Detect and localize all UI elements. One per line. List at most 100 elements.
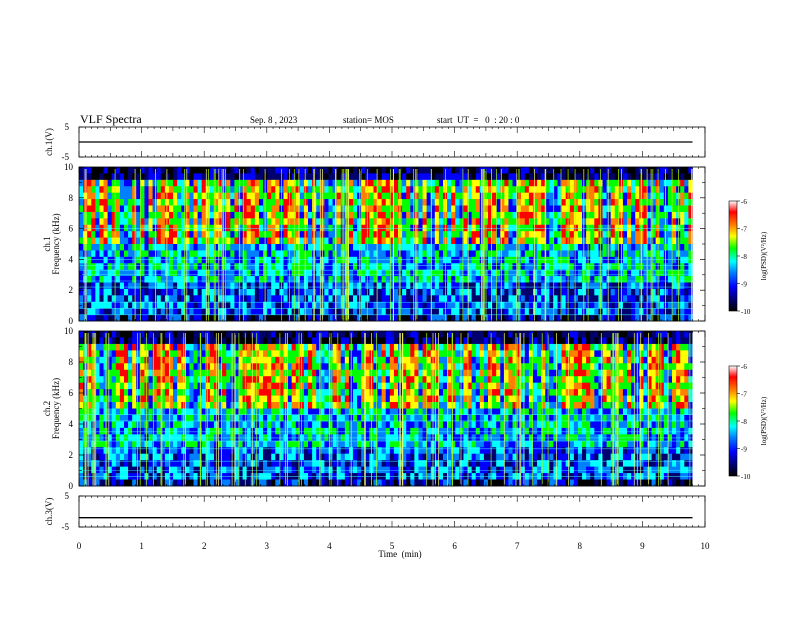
spectrogram-cell	[267, 308, 271, 315]
spectrogram-cell	[472, 167, 476, 174]
spectrogram-cell	[304, 231, 308, 238]
spectrogram-cell	[504, 263, 508, 270]
spectrogram-cell	[378, 218, 382, 225]
spectrogram-cell	[99, 396, 103, 403]
spectrogram-cell	[504, 257, 508, 264]
spectrogram-cell	[108, 186, 112, 193]
spectrogram-cell	[99, 308, 103, 315]
spectrogram-cell	[292, 263, 296, 270]
spectrogram-cell	[382, 276, 386, 283]
spectrogram-cell	[79, 199, 83, 206]
spectrogram-cell	[562, 276, 566, 283]
spectrogram-cell	[132, 270, 136, 277]
spectrogram-cell	[447, 263, 451, 270]
spectrogram-cell	[226, 263, 230, 270]
spectrogram-cell	[427, 212, 431, 219]
spectrogram-cell	[173, 238, 177, 245]
spectrogram-cell	[99, 206, 103, 213]
spectrogram-cell	[194, 383, 198, 390]
spectrogram-cell	[173, 376, 177, 383]
spectrogram-cell	[668, 295, 672, 302]
spectrogram-cell	[104, 244, 108, 251]
spectrogram-cell	[169, 173, 173, 180]
spectrogram-cell	[582, 289, 586, 296]
spectrogram-cell	[144, 231, 148, 238]
spectrogram-cell	[402, 238, 406, 245]
spectrogram-cell	[418, 167, 422, 174]
spectrogram-cell	[153, 238, 157, 245]
spectrogram-cell	[128, 447, 132, 454]
spectrogram-cell	[222, 193, 226, 200]
spectrogram-cell	[202, 344, 206, 351]
spectrogram-cell	[95, 193, 99, 200]
spectrogram-cell	[472, 218, 476, 225]
spectrogram-cell	[378, 250, 382, 257]
spectrogram-cell	[427, 167, 431, 174]
spectrogram-cell	[194, 186, 198, 193]
spectrogram-cell	[549, 238, 553, 245]
spectrogram-cell	[463, 270, 467, 277]
spectrogram-cell	[631, 186, 635, 193]
spectrogram-cell	[79, 402, 83, 409]
spectrogram-cell	[271, 315, 275, 322]
spectrogram-cell	[603, 199, 607, 206]
spectrogram-cell	[300, 199, 304, 206]
spectrogram-cell	[153, 263, 157, 270]
spectrogram-cell	[451, 199, 455, 206]
spectrogram-cell	[108, 263, 112, 270]
spectrogram-cell	[79, 383, 83, 390]
spectrogram-cell	[153, 186, 157, 193]
spectrogram-cell	[124, 218, 128, 225]
spectrogram-cell	[603, 186, 607, 193]
spectrogram-cell	[619, 225, 623, 232]
spectrogram-cell	[271, 225, 275, 232]
spectrogram-cell	[234, 315, 238, 322]
spectrogram-cell	[198, 173, 202, 180]
spectrogram-cell	[337, 199, 341, 206]
spectrogram-cell	[570, 295, 574, 302]
spectrogram-cell	[99, 447, 103, 454]
spectrogram-cell	[394, 295, 398, 302]
spectrogram-cell	[631, 167, 635, 174]
spectrogram-cell	[198, 180, 202, 187]
spectrogram-cell	[652, 218, 656, 225]
spectrogram-cell	[157, 186, 161, 193]
spectrogram-cell	[406, 173, 410, 180]
spectrogram-cell	[128, 402, 132, 409]
spectrogram-cell	[108, 454, 112, 461]
spectrogram-cell	[181, 289, 185, 296]
spectrogram-cell	[181, 218, 185, 225]
spectrogram-cell	[361, 257, 365, 264]
spectrogram-cell	[230, 225, 234, 232]
spectrogram-cell	[140, 276, 144, 283]
spectrogram-cell	[439, 212, 443, 219]
spectrogram-cell	[623, 212, 627, 219]
spectrogram-cell	[394, 250, 398, 257]
spectrogram-cell	[562, 225, 566, 232]
spectrogram-cell	[308, 218, 312, 225]
spectrogram-cell	[308, 199, 312, 206]
spectrogram-cell	[594, 289, 598, 296]
spectrogram-cell	[688, 186, 692, 193]
spectrogram-cell	[95, 276, 99, 283]
spectrogram-cell	[206, 344, 210, 351]
spectrogram-cell	[140, 186, 144, 193]
spectrogram-cell	[394, 283, 398, 290]
spectrogram-cell	[292, 180, 296, 187]
spectrogram-cell	[308, 173, 312, 180]
spectrogram-cell	[427, 186, 431, 193]
spectrogram-cell	[128, 263, 132, 270]
spectrogram-cell	[128, 454, 132, 461]
spectrogram-cell	[161, 263, 165, 270]
spectrogram-cell	[79, 421, 83, 428]
spectrogram-cell	[79, 344, 83, 351]
spectrogram-cell	[124, 225, 128, 232]
spectrogram-cell	[688, 315, 692, 322]
spectrogram-cell	[161, 350, 165, 357]
start-time-label: start UT = 0 : 20 : 0	[437, 115, 520, 125]
spectrogram-cell	[574, 263, 578, 270]
spectrogram-cell	[259, 167, 263, 174]
spectrogram-cell	[672, 206, 676, 213]
spectrogram-cell	[684, 244, 688, 251]
spectrogram-cell	[177, 193, 181, 200]
